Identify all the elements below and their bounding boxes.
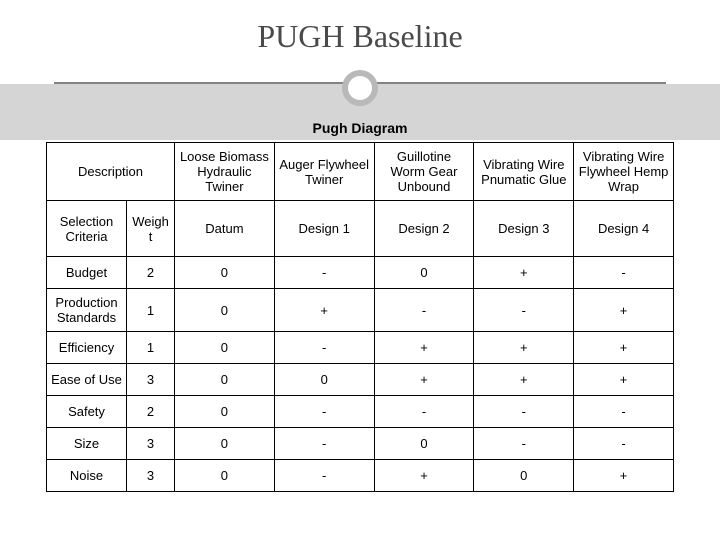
- score-cell: -: [474, 396, 574, 428]
- criteria-label: Selection Criteria: [47, 201, 127, 257]
- design-name: Auger Flywheel Twiner: [274, 143, 374, 201]
- design-header: Design 1: [274, 201, 374, 257]
- criterion-cell: Budget: [47, 257, 127, 289]
- design-header: Design 2: [374, 201, 474, 257]
- design-header: Design 4: [574, 201, 674, 257]
- score-cell: 0: [175, 396, 275, 428]
- score-cell: -: [374, 396, 474, 428]
- score-cell: -: [274, 396, 374, 428]
- score-cell: 0: [175, 428, 275, 460]
- table-caption: Pugh Diagram: [46, 120, 674, 136]
- design-name: Guillotine Worm Gear Unbound: [374, 143, 474, 201]
- criterion-cell: Production Standards: [47, 289, 127, 332]
- score-cell: 0: [274, 364, 374, 396]
- circle-icon: [342, 70, 378, 106]
- table-row: Noise30-+0+: [47, 460, 674, 492]
- weight-cell: 2: [127, 257, 175, 289]
- weight-cell: 1: [127, 289, 175, 332]
- score-cell: -: [474, 428, 574, 460]
- weight-label: Weight: [127, 201, 175, 257]
- score-cell: -: [274, 460, 374, 492]
- score-cell: +: [374, 332, 474, 364]
- description-label: Description: [47, 143, 175, 201]
- score-cell: +: [474, 364, 574, 396]
- criterion-cell: Ease of Use: [47, 364, 127, 396]
- score-cell: +: [574, 364, 674, 396]
- designs-row: Description Loose Biomass Hydraulic Twin…: [47, 143, 674, 201]
- weight-cell: 1: [127, 332, 175, 364]
- score-cell: -: [474, 289, 574, 332]
- score-cell: +: [374, 460, 474, 492]
- table-row: Budget20-0+-: [47, 257, 674, 289]
- score-cell: 0: [374, 428, 474, 460]
- score-cell: 0: [175, 364, 275, 396]
- score-cell: +: [474, 257, 574, 289]
- design-header: Datum: [175, 201, 275, 257]
- criterion-cell: Efficiency: [47, 332, 127, 364]
- score-cell: 0: [474, 460, 574, 492]
- design-header: Design 3: [474, 201, 574, 257]
- score-cell: -: [574, 428, 674, 460]
- score-cell: -: [574, 257, 674, 289]
- header-row: Selection Criteria Weight Datum Design 1…: [47, 201, 674, 257]
- slide-title-wrap: PUGH Baseline: [0, 0, 720, 55]
- table-row: Safety20----: [47, 396, 674, 428]
- pugh-table: Description Loose Biomass Hydraulic Twin…: [46, 142, 674, 492]
- slide-title: PUGH Baseline: [0, 18, 720, 55]
- weight-cell: 2: [127, 396, 175, 428]
- score-cell: -: [274, 428, 374, 460]
- design-name: Vibrating Wire Flywheel Hemp Wrap: [574, 143, 674, 201]
- score-cell: +: [574, 460, 674, 492]
- score-cell: +: [374, 364, 474, 396]
- weight-cell: 3: [127, 460, 175, 492]
- score-cell: 0: [175, 257, 275, 289]
- score-cell: -: [574, 396, 674, 428]
- score-cell: +: [574, 289, 674, 332]
- design-name: Vibrating Wire Pnumatic Glue: [474, 143, 574, 201]
- weight-cell: 3: [127, 364, 175, 396]
- score-cell: +: [474, 332, 574, 364]
- table-row: Production Standards10+--+: [47, 289, 674, 332]
- criterion-cell: Noise: [47, 460, 127, 492]
- score-cell: 0: [175, 289, 275, 332]
- design-name: Loose Biomass Hydraulic Twiner: [175, 143, 275, 201]
- criterion-cell: Safety: [47, 396, 127, 428]
- score-cell: +: [274, 289, 374, 332]
- table-row: Efficiency10-+++: [47, 332, 674, 364]
- score-cell: -: [274, 332, 374, 364]
- score-cell: -: [274, 257, 374, 289]
- score-cell: -: [374, 289, 474, 332]
- score-cell: 0: [374, 257, 474, 289]
- table-container: Pugh Diagram Description Loose Biomass H…: [46, 120, 674, 492]
- criterion-cell: Size: [47, 428, 127, 460]
- table-row: Size30-0--: [47, 428, 674, 460]
- score-cell: +: [574, 332, 674, 364]
- table-row: Ease of Use300+++: [47, 364, 674, 396]
- score-cell: 0: [175, 460, 275, 492]
- weight-cell: 3: [127, 428, 175, 460]
- score-cell: 0: [175, 332, 275, 364]
